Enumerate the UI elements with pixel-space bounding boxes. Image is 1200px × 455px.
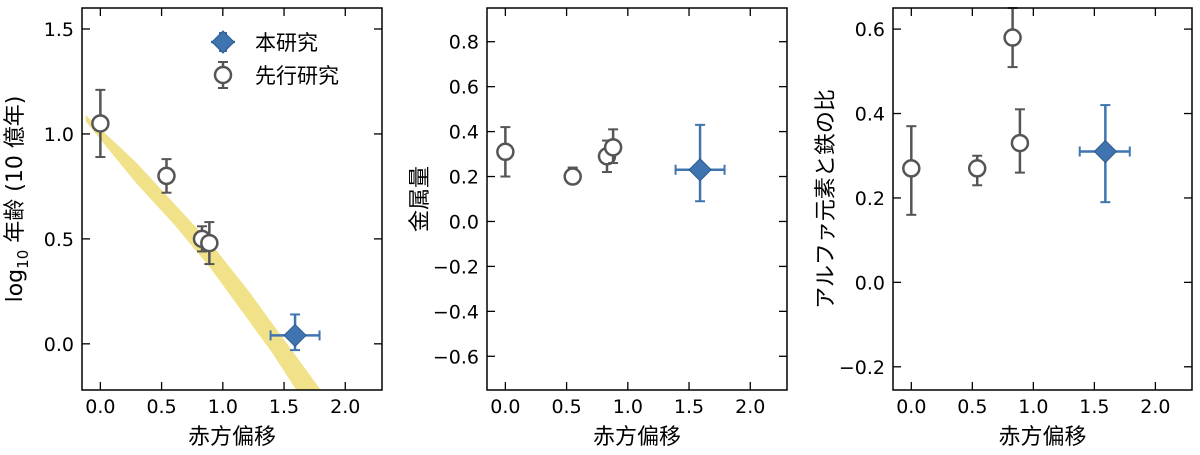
model-band-area [85,115,321,390]
y-tick-label: 0.2 [449,167,479,189]
y-axis-label-rest: 年齢 (10 億年) [3,96,28,250]
circle-marker [1003,28,1022,47]
y-tick-label: 0.6 [855,19,885,41]
legend-label-previous-work: 先行研究 [255,64,339,88]
x-axis-label: 赤方偏移 [998,425,1086,450]
y-axis-label: 金属量 [408,166,433,232]
y-axis-label: アルファ元素と鉄の比 [814,89,839,309]
x-tick-label: 1.0 [613,396,643,418]
x-tick-label: 1.0 [1018,396,1048,418]
x-tick-label: 1.0 [208,396,238,418]
data-point-previous-work [563,166,582,186]
x-tick-label: 2.0 [1140,396,1170,418]
legend: 本研究 先行研究 [211,30,339,89]
x-tick-label: 1.5 [674,396,704,418]
y-tick-label: 0.0 [449,211,479,233]
y-axis-label-log: log [3,269,28,303]
x-tick-label: 1.5 [1079,396,1109,418]
circle-marker [1010,133,1030,153]
y-tick-label: −0.2 [839,357,885,379]
x-axis-label: 赤方偏移 [188,425,276,450]
circle-marker [496,142,515,162]
legend-label-this-work: 本研究 [255,31,318,55]
data-point-this-work [1078,104,1131,204]
data-marks [902,7,1131,216]
y-axis-label-subscript: 10 [14,250,32,269]
legend-item-previous-work: 先行研究 [213,61,339,89]
y-tick-label: −0.2 [433,256,479,278]
x-tick-label: 2.0 [735,396,765,418]
data-point-this-work [269,313,321,352]
data-point-previous-work [603,128,623,165]
data-point-previous-work [200,221,219,266]
circle-marker [603,138,623,157]
y-tick-label: 0.8 [449,32,479,54]
y-tick-label: 0.0 [44,334,74,356]
y-tick-label: 0.2 [855,188,885,210]
plot-frame [81,7,383,391]
legend-diamond-icon [211,30,235,54]
y-tick-label: −0.6 [433,346,479,368]
y-tick-label: 0.4 [449,122,479,144]
plot-frame [892,7,1193,391]
legend-item-this-work: 本研究 [211,30,318,55]
panel-metallicity: 0.0 0.5 1.0 1.5 2.0 −0.6 −0.4 −0.2 0.0 0.2 0.4 0.6 0… [408,7,788,450]
circle-marker [200,233,219,253]
y-tick-label: −0.4 [433,301,479,323]
legend-circle-icon [213,65,233,85]
x-tick-label: 0.0 [896,396,926,418]
circle-marker [157,166,176,186]
y-tick-label: 0.6 [449,77,479,99]
x-tick-label: 0.0 [85,396,115,418]
circle-marker [902,159,921,178]
y-axis-label: log10 年齢 (10 億年) [3,96,32,303]
x-tick-label: 0.5 [551,396,581,418]
plot-frame [486,7,788,391]
x-tick-label: 0.5 [146,396,176,418]
panel-alpha-fe: 0.0 0.5 1.0 1.5 2.0 −0.2 0.0 0.2 0.4 0.6 赤方偏移 アルフ… [814,7,1193,450]
axis-ticks: 0.0 0.5 1.0 1.5 2.0 −0.2 0.0 0.2 0.4 0.6 [839,8,1192,418]
y-tick-label: 1.0 [44,124,74,146]
x-tick-label: 2.0 [330,396,360,418]
y-tick-label: 1.5 [44,19,74,41]
x-tick-label: 0.0 [490,396,520,418]
axis-ticks: 0.0 0.5 1.0 1.5 2.0 −0.6 −0.4 −0.2 0.0 0.2 0.4 0.6 0… [433,8,787,418]
diamond-marker [283,323,307,348]
data-marks [91,88,321,352]
diamond-marker [1093,139,1118,164]
data-point-previous-work [496,126,515,178]
diamond-marker [688,158,712,182]
model-band [85,115,321,390]
circle-marker [967,159,987,178]
data-point-previous-work [1003,7,1022,69]
y-tick-label: 0.0 [855,272,885,294]
data-point-previous-work [902,125,921,216]
x-tick-label: 1.5 [269,396,299,418]
axis-ticks: 0.0 0.5 1.0 1.5 2.0 0.0 0.5 1.0 1.5 [44,8,382,418]
y-tick-label: 0.5 [44,229,74,251]
data-point-previous-work [967,154,987,187]
data-point-previous-work [91,88,110,159]
circle-marker [91,114,110,133]
panel-age: 0.0 0.5 1.0 1.5 2.0 0.0 0.5 1.0 1.5 赤方偏移 log10 年… [3,7,383,450]
x-tick-label: 0.5 [957,396,987,418]
data-point-previous-work [1010,108,1030,174]
data-marks [496,123,726,203]
circle-marker [563,167,582,186]
x-axis-label: 赤方偏移 [593,425,681,450]
data-point-this-work [674,123,726,203]
data-point-previous-work [157,158,176,194]
y-tick-label: 0.4 [855,104,885,126]
